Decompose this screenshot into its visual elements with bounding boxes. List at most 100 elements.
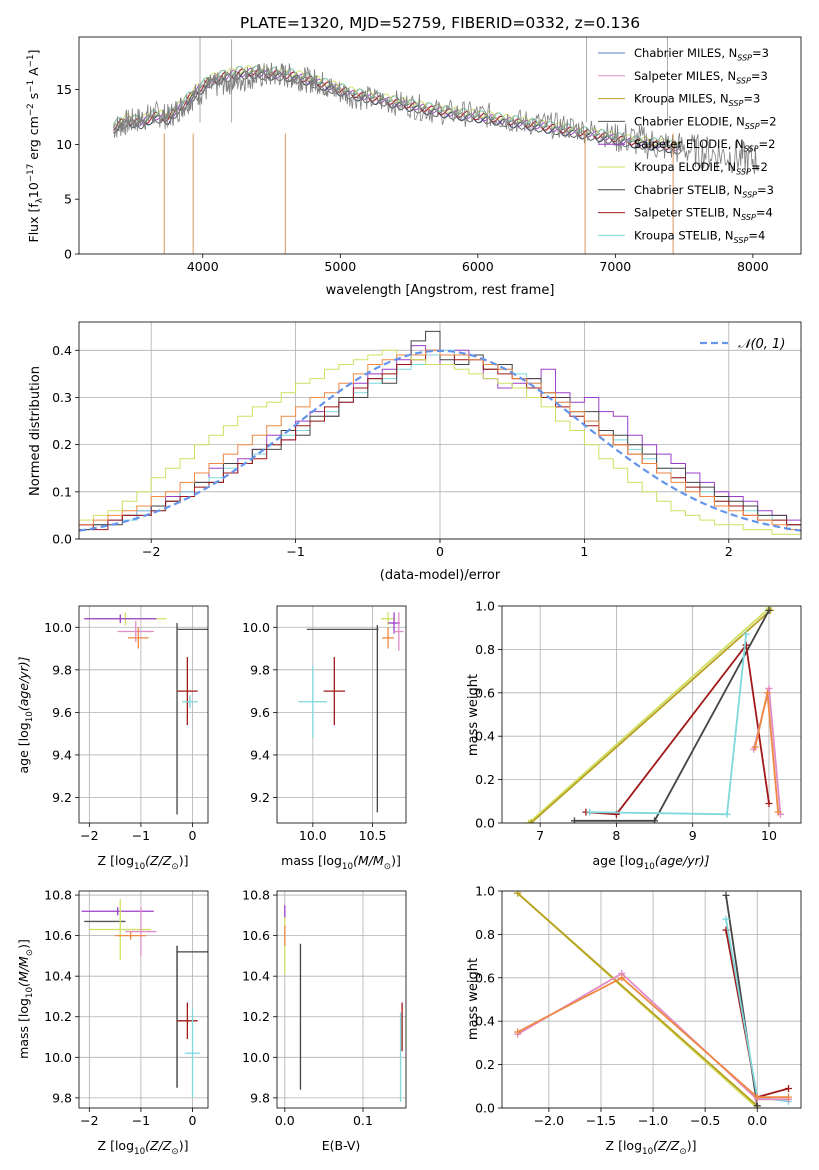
legend-label-part: Kroupa MILES, N — [634, 92, 729, 106]
age-vs-Z-grid — [79, 606, 208, 823]
y-tick-label: 10.2 — [242, 1009, 270, 1024]
mass-vs-EBV-plot — [284, 905, 403, 1102]
weight-marker — [763, 689, 771, 697]
weight-marker — [525, 819, 533, 823]
y-tick-label: 9.6 — [52, 705, 72, 720]
age-vs-mass-axes: 10.0 10.5 9.2 9.4 9.6 9.8 10.0 mass [log10(M/M⊙… — [242, 605, 407, 872]
legend-label: Chabrier MILES, NSSP=3 — [634, 46, 769, 62]
y-axis-label-part: ⊙ — [25, 949, 35, 956]
age-vs-Z-axes: −2 −1 09.29.49.69.810.0Z [log10(Z/Z⊙)]age … — [16, 605, 209, 872]
x-tick-label: −1 — [286, 544, 304, 559]
y-axis-label-part: −2 — [26, 103, 36, 116]
legend-label-part: =2 — [760, 114, 777, 128]
histogram-step — [79, 349, 801, 539]
legend-label-part: =3 — [757, 183, 774, 197]
y-tick-label: 9.8 — [52, 662, 72, 677]
y-tick-label: 5 — [64, 192, 72, 207]
y-axis-label-part: λ — [35, 198, 45, 203]
x-tick-label: 4000 — [187, 259, 219, 274]
x-tick-label: 6000 — [462, 259, 494, 274]
x-tick-label: 1 — [580, 544, 588, 559]
weight-marker — [742, 630, 750, 638]
x-axis-label-part: 10 — [642, 1147, 653, 1157]
x-axis-label-part: Z [log — [98, 1138, 134, 1153]
x-axis-label-part: 10 — [342, 862, 353, 872]
y-axis-label: mass weight — [466, 674, 481, 756]
weight-marker — [784, 1093, 792, 1101]
x-tick-label: −1 — [132, 828, 150, 843]
y-tick-label: 10 — [56, 137, 72, 152]
age-vs-mass-frame — [276, 605, 407, 824]
legend-label-part: Kroupa STELIB, N — [634, 228, 734, 242]
y-tick-label: 10.6 — [44, 928, 72, 943]
y-axis-label: Flux [fλ10−17 erg cm−2 s−1 A−1] — [26, 50, 45, 243]
legend-label-part: SSP — [742, 190, 757, 199]
legend-label: Chabrier ELODIE, NSSP=2 — [634, 114, 777, 130]
weight-line — [589, 634, 747, 816]
weight-marker — [514, 1028, 522, 1036]
x-tick-label: 7000 — [599, 259, 631, 274]
x-tick-label: −1.0 — [638, 1113, 668, 1128]
residual-histogram-frame — [78, 321, 802, 540]
x-axis-label-part: Z [log — [98, 853, 134, 868]
weight-marker — [722, 891, 730, 899]
legend-label-part: SSP — [736, 167, 751, 176]
y-axis-label-part: 10 — [25, 711, 35, 722]
x-axis-label-part: (Z/Z — [145, 853, 172, 868]
y-tick-label: 9.4 — [52, 747, 72, 762]
legend-label-part: Kroupa ELODIE, N — [634, 160, 736, 174]
y-tick-label: 10.0 — [242, 620, 270, 635]
x-axis-label: wavelength [Angstrom, rest frame] — [326, 283, 555, 298]
x-tick-label: −2.0 — [534, 1113, 564, 1128]
y-tick-label: 10.0 — [44, 620, 72, 635]
legend-label-part: SSP — [745, 122, 760, 131]
y-tick-label: 0.0 — [475, 1101, 495, 1116]
y-tick-label: 9.6 — [250, 705, 270, 720]
legend-label-part: Chabrier STELIB, N — [634, 183, 742, 197]
gaussian-curve — [79, 349, 801, 532]
y-axis-label: mass weight — [466, 958, 481, 1040]
x-tick-label: 9 — [689, 828, 697, 843]
mass-vs-EBV-frame — [276, 890, 407, 1109]
x-tick-label: 0 — [189, 828, 197, 843]
y-axis-label-part: age [log — [16, 722, 31, 773]
age-vs-mass-plot — [298, 612, 404, 813]
y-tick-label: 0.3 — [52, 390, 72, 405]
legend-label-part: Salpeter ELODIE, N — [634, 137, 744, 151]
massweight-vs-age-plot — [525, 606, 784, 823]
x-tick-label: 0.1 — [353, 1113, 373, 1128]
mass-vs-EBV-grid — [277, 891, 406, 1108]
weight-marker — [774, 808, 782, 816]
figure-title: PLATE=1320, MJD=52759, FIBERID=0332, z=0… — [240, 14, 640, 32]
x-axis-label: Z [log10(Z/Z⊙)] — [98, 1138, 189, 1157]
x-tick-label: 8000 — [737, 259, 769, 274]
x-tick-label: 2 — [725, 544, 733, 559]
weight-marker — [784, 1084, 792, 1092]
x-tick-label: 10.0 — [299, 828, 327, 843]
x-axis-label: mass [log10(M/M⊙)] — [281, 853, 401, 872]
mass-vs-EBV-axes: 0.0 0.1 9.8 10.0 10.2 10.4 10.6 10.8 E(B-V) — [242, 888, 407, 1153]
legend-label: Salpeter MILES, NSSP=3 — [634, 69, 768, 85]
massweight-vs-Z-grid — [502, 890, 801, 1109]
legend-label-part: SSP — [741, 213, 756, 222]
weight-marker — [765, 606, 773, 614]
y-tick-label: 0.6 — [475, 970, 495, 985]
legend-label: Kroupa ELODIE, NSSP=2 — [634, 160, 768, 176]
legend-label-part: SSP — [729, 99, 744, 108]
y-axis-label-part: (M/M — [16, 956, 31, 987]
x-axis-label: E(B-V) — [322, 1138, 361, 1153]
x-axis-label-part: (Z/Z — [145, 1138, 172, 1153]
y-tick-label: 0.4 — [475, 1014, 495, 1029]
x-axis-label-part: (M/M — [353, 853, 384, 868]
y-tick-label: 0 — [64, 247, 72, 262]
y-tick-label: 10.2 — [44, 1009, 72, 1024]
x-tick-label: 5000 — [324, 259, 356, 274]
legend-label: 𝒩(0, 1) — [738, 337, 785, 352]
x-axis-label: Z [log10(Z/Z⊙)] — [98, 853, 189, 872]
x-tick-label: −2 — [142, 544, 160, 559]
x-axis-label-part: )] — [179, 853, 189, 868]
x-axis-label: (data-model)/error — [380, 568, 501, 583]
y-tick-label: 0.2 — [52, 437, 72, 452]
legend-label-part: Salpeter STELIB, N — [634, 206, 741, 220]
